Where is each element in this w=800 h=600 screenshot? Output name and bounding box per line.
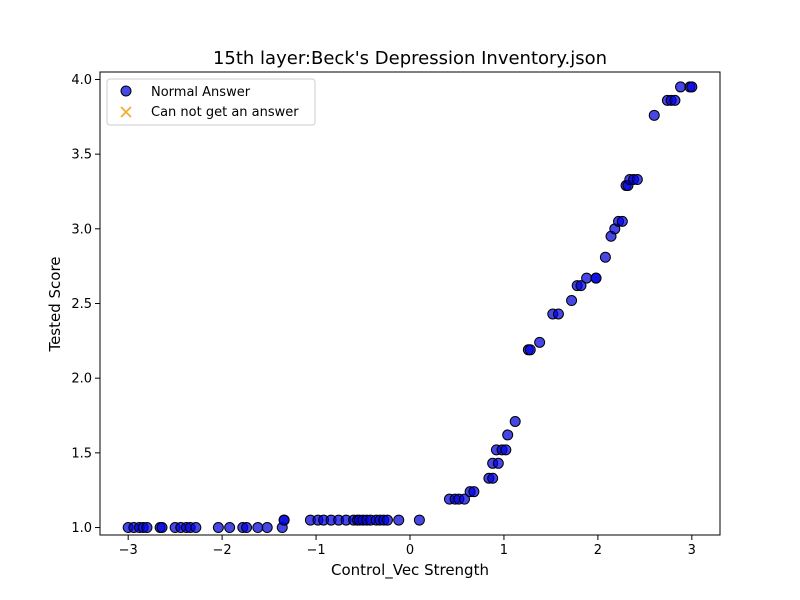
legend-box: [106, 78, 316, 126]
data-point: [616, 215, 628, 227]
data-point: [458, 493, 470, 505]
x-tick-label: 1: [500, 543, 508, 558]
data-points: [122, 81, 698, 534]
data-point: [241, 522, 253, 534]
data-point: [566, 295, 578, 307]
y-tick-label: 2.5: [71, 297, 92, 312]
x-tick-label: 0: [406, 543, 414, 558]
data-point: [552, 308, 564, 320]
data-point: [648, 109, 660, 121]
axis-ticks: −3 −2 −1 0 1 2 3 1.0 1.5 2.0 2.5 3.0 3.5 4.0: [71, 73, 696, 558]
data-point: [261, 522, 273, 534]
data-point: [252, 522, 264, 534]
data-point: [581, 272, 593, 284]
data-point: [686, 81, 698, 93]
data-point: [675, 81, 687, 93]
data-point: [468, 486, 480, 498]
data-point: [393, 514, 405, 526]
data-point: [487, 472, 499, 484]
data-point: [413, 514, 425, 526]
legend-marker-normal-answer: [120, 85, 132, 97]
data-point: [502, 429, 514, 441]
data-point: [492, 457, 504, 469]
x-tick-label: 2: [594, 543, 602, 558]
data-point: [669, 94, 681, 106]
data-point: [224, 522, 236, 534]
x-tick-label: −3: [119, 543, 138, 558]
y-tick-label: 1.5: [71, 446, 92, 461]
data-point: [500, 444, 512, 456]
y-tick-label: 2.0: [71, 372, 92, 387]
y-tick-label: 4.0: [71, 73, 92, 88]
data-point: [590, 272, 602, 284]
y-tick-label: 3.5: [71, 148, 92, 163]
y-tick-label: 1.0: [71, 521, 92, 536]
legend-label-no-answer: Can not get an answer: [151, 105, 299, 120]
data-point: [278, 514, 290, 526]
data-point: [631, 174, 643, 186]
data-point: [575, 280, 587, 292]
legend: Normal Answer Can not get an answer: [106, 78, 316, 126]
y-tick-label: 3.0: [71, 222, 92, 237]
data-point: [509, 415, 521, 427]
data-point: [599, 251, 611, 263]
x-tick-label: 3: [688, 543, 696, 558]
chart-title: 15th layer:Beck's Depression Inventory.j…: [213, 48, 607, 69]
legend-marker-no-answer: [120, 106, 132, 118]
data-point: [524, 344, 536, 356]
x-axis-label: Control_Vec Strength: [331, 561, 489, 580]
data-point: [381, 514, 393, 526]
data-point: [141, 522, 153, 534]
y-axis-label: Tested Score: [46, 256, 64, 352]
data-point: [534, 336, 546, 348]
data-point: [190, 522, 202, 534]
legend-label-normal-answer: Normal Answer: [151, 85, 251, 100]
data-point: [156, 522, 168, 534]
plot-frame: [99, 71, 721, 536]
x-tick-label: −2: [213, 543, 232, 558]
x-tick-label: −1: [306, 543, 325, 558]
data-point: [212, 522, 224, 534]
